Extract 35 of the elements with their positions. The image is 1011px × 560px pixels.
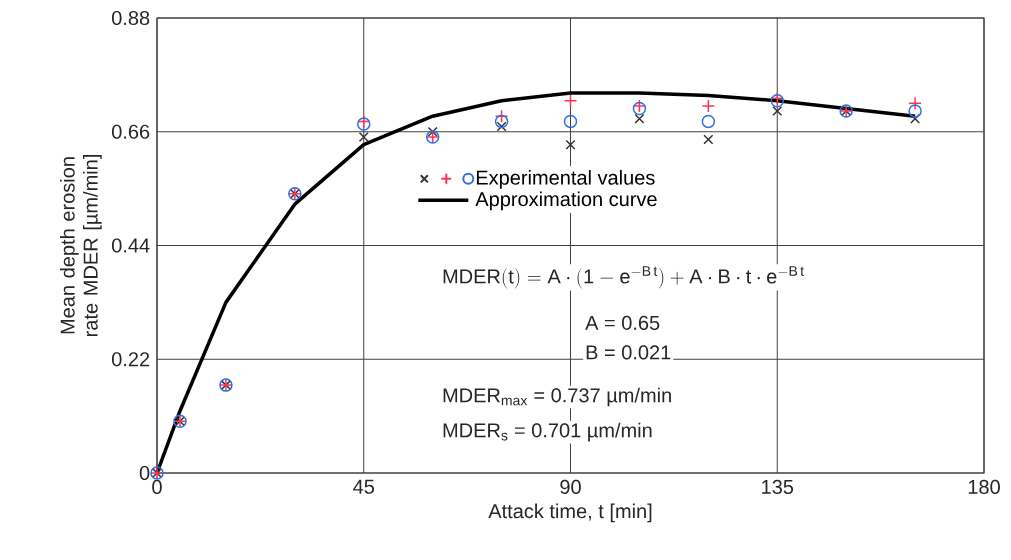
legend-label: Approximation curve	[475, 191, 657, 211]
point	[908, 104, 922, 118]
point	[494, 109, 509, 123]
point	[494, 114, 509, 129]
y-tick-label: 0	[139, 465, 150, 481]
point	[772, 106, 783, 117]
point	[565, 139, 576, 150]
point	[910, 113, 921, 124]
point	[701, 114, 716, 129]
point	[563, 93, 578, 108]
x-tick-label: 45	[353, 479, 375, 494]
point	[703, 134, 714, 145]
y-tick-label: 0.66	[111, 124, 150, 139]
point	[908, 96, 922, 111]
point	[427, 126, 438, 137]
x-tick-label: 135	[762, 479, 794, 495]
y-tick-label: 0.22	[111, 352, 150, 367]
y-tick-label: 0.88	[111, 10, 150, 26]
point	[701, 99, 716, 113]
x-tick-label: 180	[968, 479, 1000, 495]
x-axis-title: Attack time, t [min]	[488, 503, 652, 523]
point	[634, 113, 645, 124]
x-tick-label: 90	[560, 479, 581, 495]
y-tick-label: 0.44	[111, 238, 150, 253]
point	[358, 131, 369, 142]
annotation: MDER$_{max}$ = 0.737 µm/min	[443, 387, 671, 407]
y-axis-title: Mean depth erosion rate MDER [µm/min]	[60, 155, 102, 337]
annotation: A = 0.65	[585, 315, 660, 330]
point	[563, 114, 578, 129]
annotation: $\mathrm{MDER(t) = A\cdot(1-e^{-B\,t}) + A\cdot B\cdot t\cdot e^{-B\,t}}$	[443, 266, 804, 289]
annotation: B = 0.021	[586, 345, 671, 360]
point	[496, 121, 507, 132]
legend-label: Experimental values	[476, 170, 655, 189]
x-tick-label: 0	[152, 479, 162, 495]
annotation: MDER$_{s}$ = 0.701 µm/min	[443, 422, 652, 442]
